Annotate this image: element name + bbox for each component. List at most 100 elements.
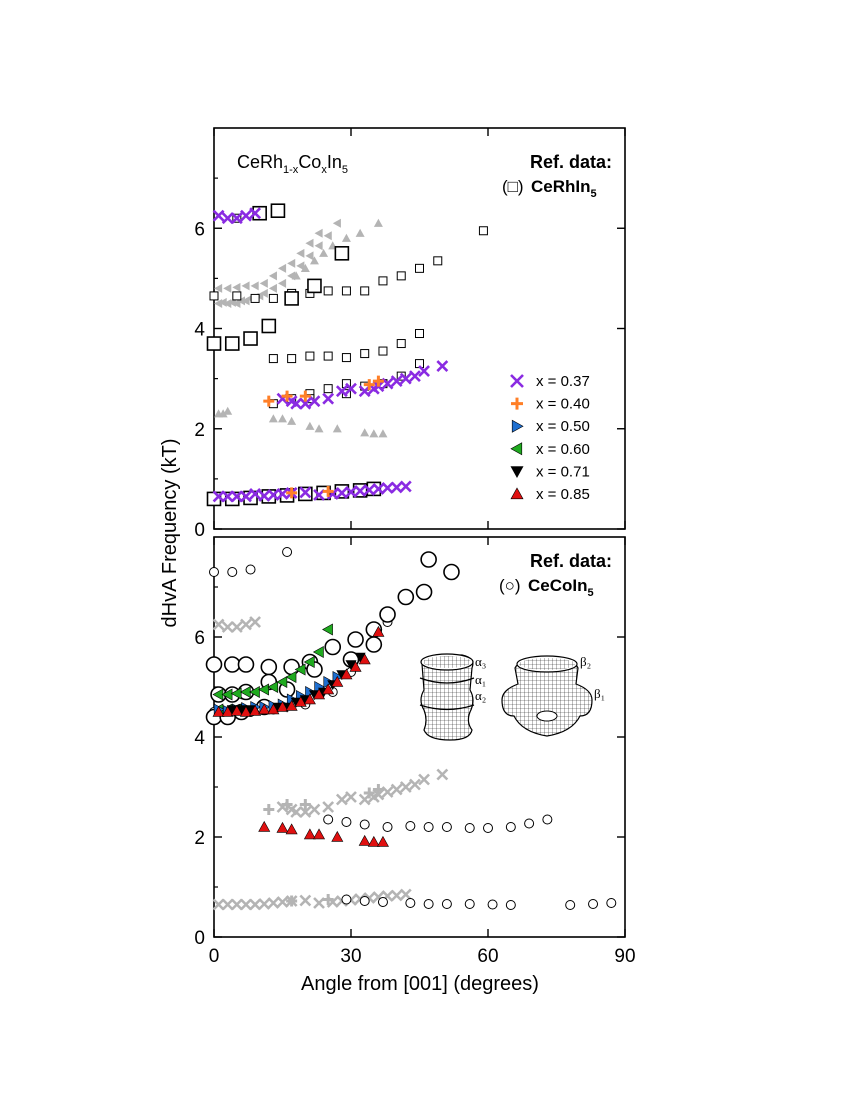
gray-tri-up-point (341, 233, 351, 242)
gray-tri-left-point (323, 231, 332, 241)
ref-circle-small (359, 819, 370, 830)
gray-x-point (418, 773, 430, 786)
ref-circle-large (223, 656, 241, 673)
ref-circle-small (505, 900, 516, 910)
x037-point (322, 392, 335, 405)
fs-label-beta1: β₁ (594, 686, 605, 701)
x040-point (363, 379, 375, 391)
ref-circle-large (283, 658, 300, 676)
x085-point (303, 828, 316, 840)
gray-x-point (399, 781, 412, 793)
legend-marker-x071 (510, 466, 524, 479)
x040-point (263, 395, 275, 407)
gray-tri-up-point (314, 424, 324, 433)
x060-point (322, 623, 333, 636)
legend-label-x085: x = 0.85 (536, 486, 590, 503)
x060-point (312, 645, 324, 659)
x037-point (390, 481, 403, 494)
x060-point (294, 663, 306, 676)
x037-point (354, 484, 367, 497)
fs-label-beta2: β₂ (580, 654, 591, 669)
x037-point (249, 207, 262, 220)
gray-tri-left-point (287, 258, 296, 268)
ref-square-small (232, 291, 242, 301)
x085-point (340, 668, 353, 680)
gray-x-point (345, 791, 357, 803)
beta-fermi-surface (501, 655, 593, 737)
alpha-fermi-surface (419, 653, 475, 741)
ref-square-small (323, 351, 333, 361)
top-ref-compound: CeRhIn5 (531, 177, 597, 200)
x085-point (221, 705, 234, 717)
ref-square-small (360, 286, 370, 296)
legend: x = 0.37 x = 0.40 x = 0.50 x = 0.60 x = 0.71… (510, 373, 590, 503)
gray-plus-point (286, 895, 298, 907)
x085-point (358, 653, 371, 665)
gray-x-point (299, 894, 312, 907)
gray-tri-up-point (369, 429, 379, 438)
x060-point (258, 683, 269, 696)
ref-circle-large (443, 563, 460, 581)
x060-point (303, 655, 315, 669)
gray-x-point (240, 618, 252, 631)
x085-point (239, 705, 252, 717)
ref-square-small (268, 354, 278, 364)
x085-point (276, 700, 289, 712)
x040-point (281, 390, 293, 402)
ref-circle-large (415, 583, 433, 601)
x085-point (372, 625, 385, 637)
gray-plus-point (299, 799, 311, 810)
ref-circle-large (379, 606, 396, 623)
x060-point (285, 670, 297, 684)
ref-square-large (284, 291, 299, 306)
y-tick-label: 4 (194, 320, 205, 341)
ref-square-small (323, 384, 333, 394)
x037-point (240, 490, 252, 503)
gray-tri-left-point (278, 263, 287, 273)
x-tick-label: 90 (614, 946, 635, 967)
ref-square-large (252, 205, 267, 221)
ref-square-small (378, 346, 388, 356)
ref-circle-small (483, 823, 493, 833)
ref-square-large (307, 278, 322, 294)
x085-point (376, 835, 389, 847)
ref-circle-small (359, 896, 370, 906)
gray-tri-up-point (378, 429, 388, 438)
ref-circle-small (282, 547, 293, 557)
ref-circle-small (377, 897, 388, 907)
ref-circle-small (441, 822, 452, 832)
ref-circle-small (524, 818, 535, 829)
ref-circle-large (397, 588, 415, 606)
fs-label-alpha2: α₂ (475, 688, 486, 703)
ref-square-small (341, 286, 351, 296)
ref-circle-small (405, 821, 416, 831)
top-ref-symbol: (□) (502, 177, 524, 196)
ref-circle-small (245, 564, 256, 575)
gray-x-point (436, 768, 449, 781)
x037-point (363, 483, 376, 496)
ref-circle-small (542, 814, 553, 825)
ref-circle-small (341, 817, 352, 827)
x037-point (381, 481, 394, 494)
gray-tri-up-point (278, 414, 287, 423)
ref-square-small (360, 349, 370, 359)
x037-point (335, 385, 348, 398)
y-tick-label: 2 (194, 828, 205, 849)
x037-point (418, 365, 430, 378)
gray-tri-left-point (223, 298, 232, 308)
gray-tri-up-point (332, 424, 342, 433)
top-panel-data (206, 203, 488, 507)
ref-square-large (206, 491, 222, 507)
gray-tri-left-point (218, 297, 227, 307)
x037-point (399, 372, 412, 385)
ref-circle-small (423, 822, 434, 832)
x037-point (372, 482, 385, 495)
fs-label-alpha3: α₃ (475, 654, 486, 669)
x-axis-title: Angle from [001] (degrees) (301, 973, 539, 995)
gray-x-point (390, 783, 403, 796)
gray-tri-up-point (373, 218, 383, 227)
ref-square-small (209, 291, 219, 301)
x085-point (331, 675, 344, 687)
x037-point (240, 209, 252, 222)
